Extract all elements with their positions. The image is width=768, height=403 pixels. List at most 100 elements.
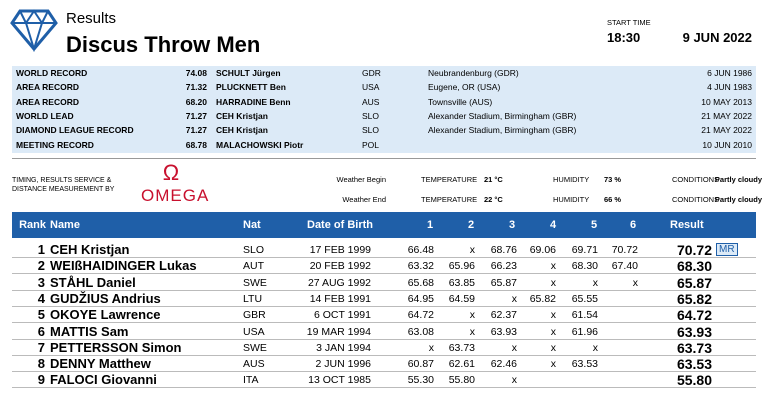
attempt: 70.72: [611, 244, 638, 256]
attempt: 62.46: [490, 358, 517, 371]
athlete-name: OKOYE Lawrence: [50, 307, 161, 323]
temperature: 21 °C: [484, 175, 503, 184]
rank: 5: [37, 307, 45, 323]
rank: 9: [37, 372, 45, 388]
humidity-label: HUMIDITY: [553, 175, 590, 184]
attempt: 69.06: [529, 244, 556, 256]
attempt: x: [428, 341, 434, 354]
rank: 4: [37, 290, 45, 306]
attempt: 63.32: [407, 260, 434, 273]
column-header: Name: [50, 219, 80, 231]
attempt: 64.72: [407, 309, 434, 322]
attempt: 55.30: [407, 374, 434, 387]
temperature: 22 °C: [484, 195, 503, 204]
athlete-name: GUDŽIUS Andrius: [50, 290, 161, 306]
record-nat: AUS: [362, 96, 380, 107]
record-holder: MALACHOWSKI Piotr: [216, 139, 304, 150]
column-header: Result: [670, 219, 704, 231]
nationality: SWE: [243, 341, 267, 354]
diamond-logo: [10, 9, 58, 52]
weather-label: Weather Begin: [336, 175, 386, 184]
rank: 2: [37, 258, 45, 274]
humidity: 66 %: [604, 195, 622, 204]
record-date: 4 JUN 1983: [707, 82, 752, 93]
record-holder: SCHULT Jürgen: [216, 68, 281, 78]
attempt: 66.23: [490, 260, 517, 273]
attempt: 63.93: [490, 325, 517, 338]
attempt: x: [550, 309, 556, 322]
attempt: x: [469, 325, 475, 338]
attempt: x: [632, 276, 638, 289]
record-nat: USA: [362, 82, 380, 93]
result: 64.72: [676, 307, 712, 324]
record-mark: 68.20: [185, 96, 207, 107]
date-of-birth: 6 OCT 1991: [313, 309, 371, 322]
record-holder: HARRADINE Benn: [216, 96, 291, 107]
attempt: x: [550, 341, 556, 354]
attempt: 65.96: [448, 260, 475, 273]
record-mark: 71.27: [185, 110, 207, 121]
sponsor-name: OMEGA: [141, 186, 210, 205]
nationality: ITA: [243, 374, 259, 387]
nationality: AUT: [243, 260, 264, 273]
attempt: 65.82: [529, 292, 556, 305]
athlete-name: PETTERSSON Simon: [50, 339, 182, 355]
nationality: SWE: [243, 276, 267, 289]
record-date: 21 MAY 2022: [701, 110, 752, 121]
column-header: 2: [467, 219, 475, 231]
rank: 6: [37, 323, 45, 339]
conditions-label: CONDITIONS: [672, 175, 720, 184]
result: 70.72: [676, 242, 712, 258]
record-nat: POL: [362, 139, 380, 150]
attempt: 61.54: [571, 309, 598, 322]
date-of-birth: 20 FEB 1992: [309, 260, 371, 273]
attempt: x: [550, 276, 556, 289]
column-header: 4: [549, 219, 557, 231]
rank: 3: [37, 274, 45, 290]
date-of-birth: 13 OCT 1985: [308, 374, 371, 387]
attempt: 62.61: [448, 358, 475, 371]
attempt: 61.96: [571, 325, 598, 338]
column-header: 1: [426, 219, 434, 231]
column-header: Nat: [243, 219, 261, 231]
row-divider: [12, 257, 756, 258]
weather-label: Weather End: [342, 195, 386, 204]
conditions-label: CONDITIONS: [672, 195, 720, 204]
rank: 7: [37, 339, 45, 355]
temperature-label: TEMPERATURE: [421, 195, 478, 204]
record-type: AREA RECORD: [16, 96, 79, 107]
nationality: LTU: [243, 292, 263, 305]
record-venue: Eugene, OR (USA): [428, 82, 501, 93]
row-divider: [12, 322, 756, 324]
record-venue: Townsville (AUS): [428, 96, 493, 107]
start-time: 18:30: [607, 30, 641, 45]
records-panel: [12, 66, 756, 153]
record-type: MEETING RECORD: [16, 139, 94, 150]
nationality: GBR: [243, 309, 266, 322]
conditions: Partly cloudy: [714, 175, 762, 184]
column-header: Date of Birth: [307, 219, 373, 231]
attempt: 64.95: [407, 292, 434, 305]
row-divider: [12, 371, 756, 373]
humidity: 73 %: [604, 175, 622, 184]
record-holder: PLUCKNETT Ben: [216, 82, 286, 93]
record-date: 6 JUN 1986: [707, 68, 752, 78]
sponsor-symbol: Ω: [162, 160, 180, 185]
record-date: 10 MAY 2013: [701, 96, 752, 107]
row-divider: [12, 354, 756, 356]
result: 63.93: [676, 323, 712, 340]
date-of-birth: 2 JUN 1996: [315, 358, 371, 371]
record-nat: GDR: [362, 68, 381, 78]
event-name: Discus Throw Men: [66, 32, 261, 57]
conditions: Partly cloudy: [714, 195, 762, 204]
attempt: x: [511, 374, 517, 387]
event-date: 9 JUN 2022: [682, 30, 752, 45]
nationality: USA: [243, 325, 265, 338]
attempt: 65.68: [407, 276, 434, 289]
attempt: x: [592, 341, 598, 354]
athlete-name: CEH Kristjan: [50, 242, 130, 257]
attempt: 63.53: [571, 358, 598, 371]
record-mark: 68.78: [185, 139, 207, 150]
record-mark: 74.08: [185, 68, 207, 78]
